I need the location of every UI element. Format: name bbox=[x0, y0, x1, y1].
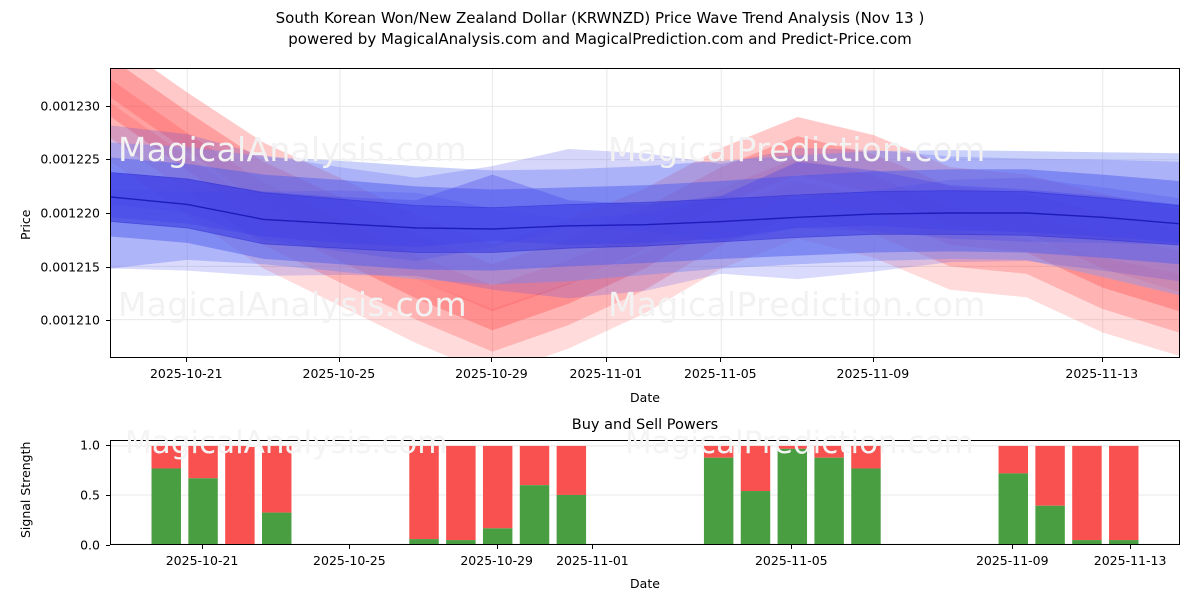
powers-yaxis-label: Signal Strength bbox=[18, 441, 33, 538]
price-xtick-label: 2025-10-21 bbox=[149, 366, 223, 381]
price-ytick-label: 0.001220 bbox=[40, 205, 100, 221]
price-xtick-label: 2025-10-25 bbox=[302, 366, 376, 381]
powers-xtick-label: 2025-11-01 bbox=[556, 553, 629, 568]
price-xtick-mark bbox=[605, 358, 607, 362]
powers-ytick-mark bbox=[106, 495, 110, 496]
price-ytick-mark bbox=[106, 266, 110, 268]
page-subtitle: powered by MagicalAnalysis.com and Magic… bbox=[288, 30, 912, 48]
price-xtick-mark bbox=[186, 358, 188, 362]
price-xaxis-label: Date bbox=[630, 390, 660, 405]
price-xtick-mark bbox=[1101, 358, 1103, 362]
powers-xtick-mark bbox=[1130, 545, 1132, 549]
powers-xtick-mark bbox=[592, 545, 594, 549]
price-ytick-mark bbox=[106, 159, 110, 161]
buy-sell-powers-chart bbox=[110, 440, 1180, 545]
price-xtick-label: 2025-11-09 bbox=[836, 366, 910, 381]
powers-svg bbox=[111, 445, 1179, 544]
powers-xtick-mark bbox=[791, 545, 793, 549]
powers-ytick-label: 1.0 bbox=[80, 437, 100, 453]
powers-xaxis-label: Date bbox=[630, 576, 660, 591]
price-ytick-label: 0.001225 bbox=[40, 151, 100, 167]
title-block: South Korean Won/New Zealand Dollar (KRW… bbox=[0, 8, 1200, 50]
powers-xtick-mark bbox=[496, 545, 498, 549]
powers-xtick-mark bbox=[1012, 545, 1014, 549]
price-yaxis-label: Price bbox=[18, 209, 33, 241]
price-ytick-mark bbox=[106, 105, 110, 107]
price-xtick-label: 2025-11-05 bbox=[683, 366, 757, 381]
powers-ytick-mark bbox=[106, 545, 110, 546]
powers-chart-title: Buy and Sell Powers bbox=[571, 417, 719, 433]
price-ytick-label: 0.001230 bbox=[40, 98, 100, 114]
powers-xtick-mark bbox=[202, 545, 204, 549]
price-ytick-label: 0.001210 bbox=[40, 312, 100, 328]
page-title: South Korean Won/New Zealand Dollar (KRW… bbox=[275, 9, 925, 27]
powers-xtick-mark bbox=[349, 545, 351, 549]
price-xtick-label: 2025-11-13 bbox=[1065, 366, 1139, 381]
price-xtick-label: 2025-11-01 bbox=[569, 366, 643, 381]
powers-xtick-label: 2025-11-09 bbox=[975, 553, 1049, 568]
powers-ytick-label: 0.0 bbox=[80, 537, 100, 553]
price-wave-chart bbox=[110, 68, 1180, 358]
price-xtick-mark bbox=[872, 358, 874, 362]
price-ytick-label: 0.001215 bbox=[40, 259, 100, 275]
powers-xtick-label: 2025-11-05 bbox=[754, 553, 828, 568]
price-xtick-label: 2025-10-29 bbox=[455, 366, 528, 381]
price-xtick-mark bbox=[338, 358, 340, 362]
powers-ytick-label: 0.5 bbox=[80, 487, 100, 503]
powers-xtick-label: 2025-10-25 bbox=[313, 553, 386, 568]
price-ytick-mark bbox=[106, 213, 110, 214]
price-wave-svg bbox=[111, 69, 1179, 357]
price-xtick-mark bbox=[720, 358, 722, 362]
powers-xtick-label: 2025-10-29 bbox=[460, 553, 534, 568]
powers-xtick-label: 2025-10-21 bbox=[165, 553, 239, 568]
price-xtick-mark bbox=[491, 358, 493, 362]
powers-ytick-mark bbox=[106, 445, 110, 446]
price-ytick-mark bbox=[106, 320, 110, 322]
powers-xtick-label: 2025-11-13 bbox=[1093, 553, 1167, 568]
